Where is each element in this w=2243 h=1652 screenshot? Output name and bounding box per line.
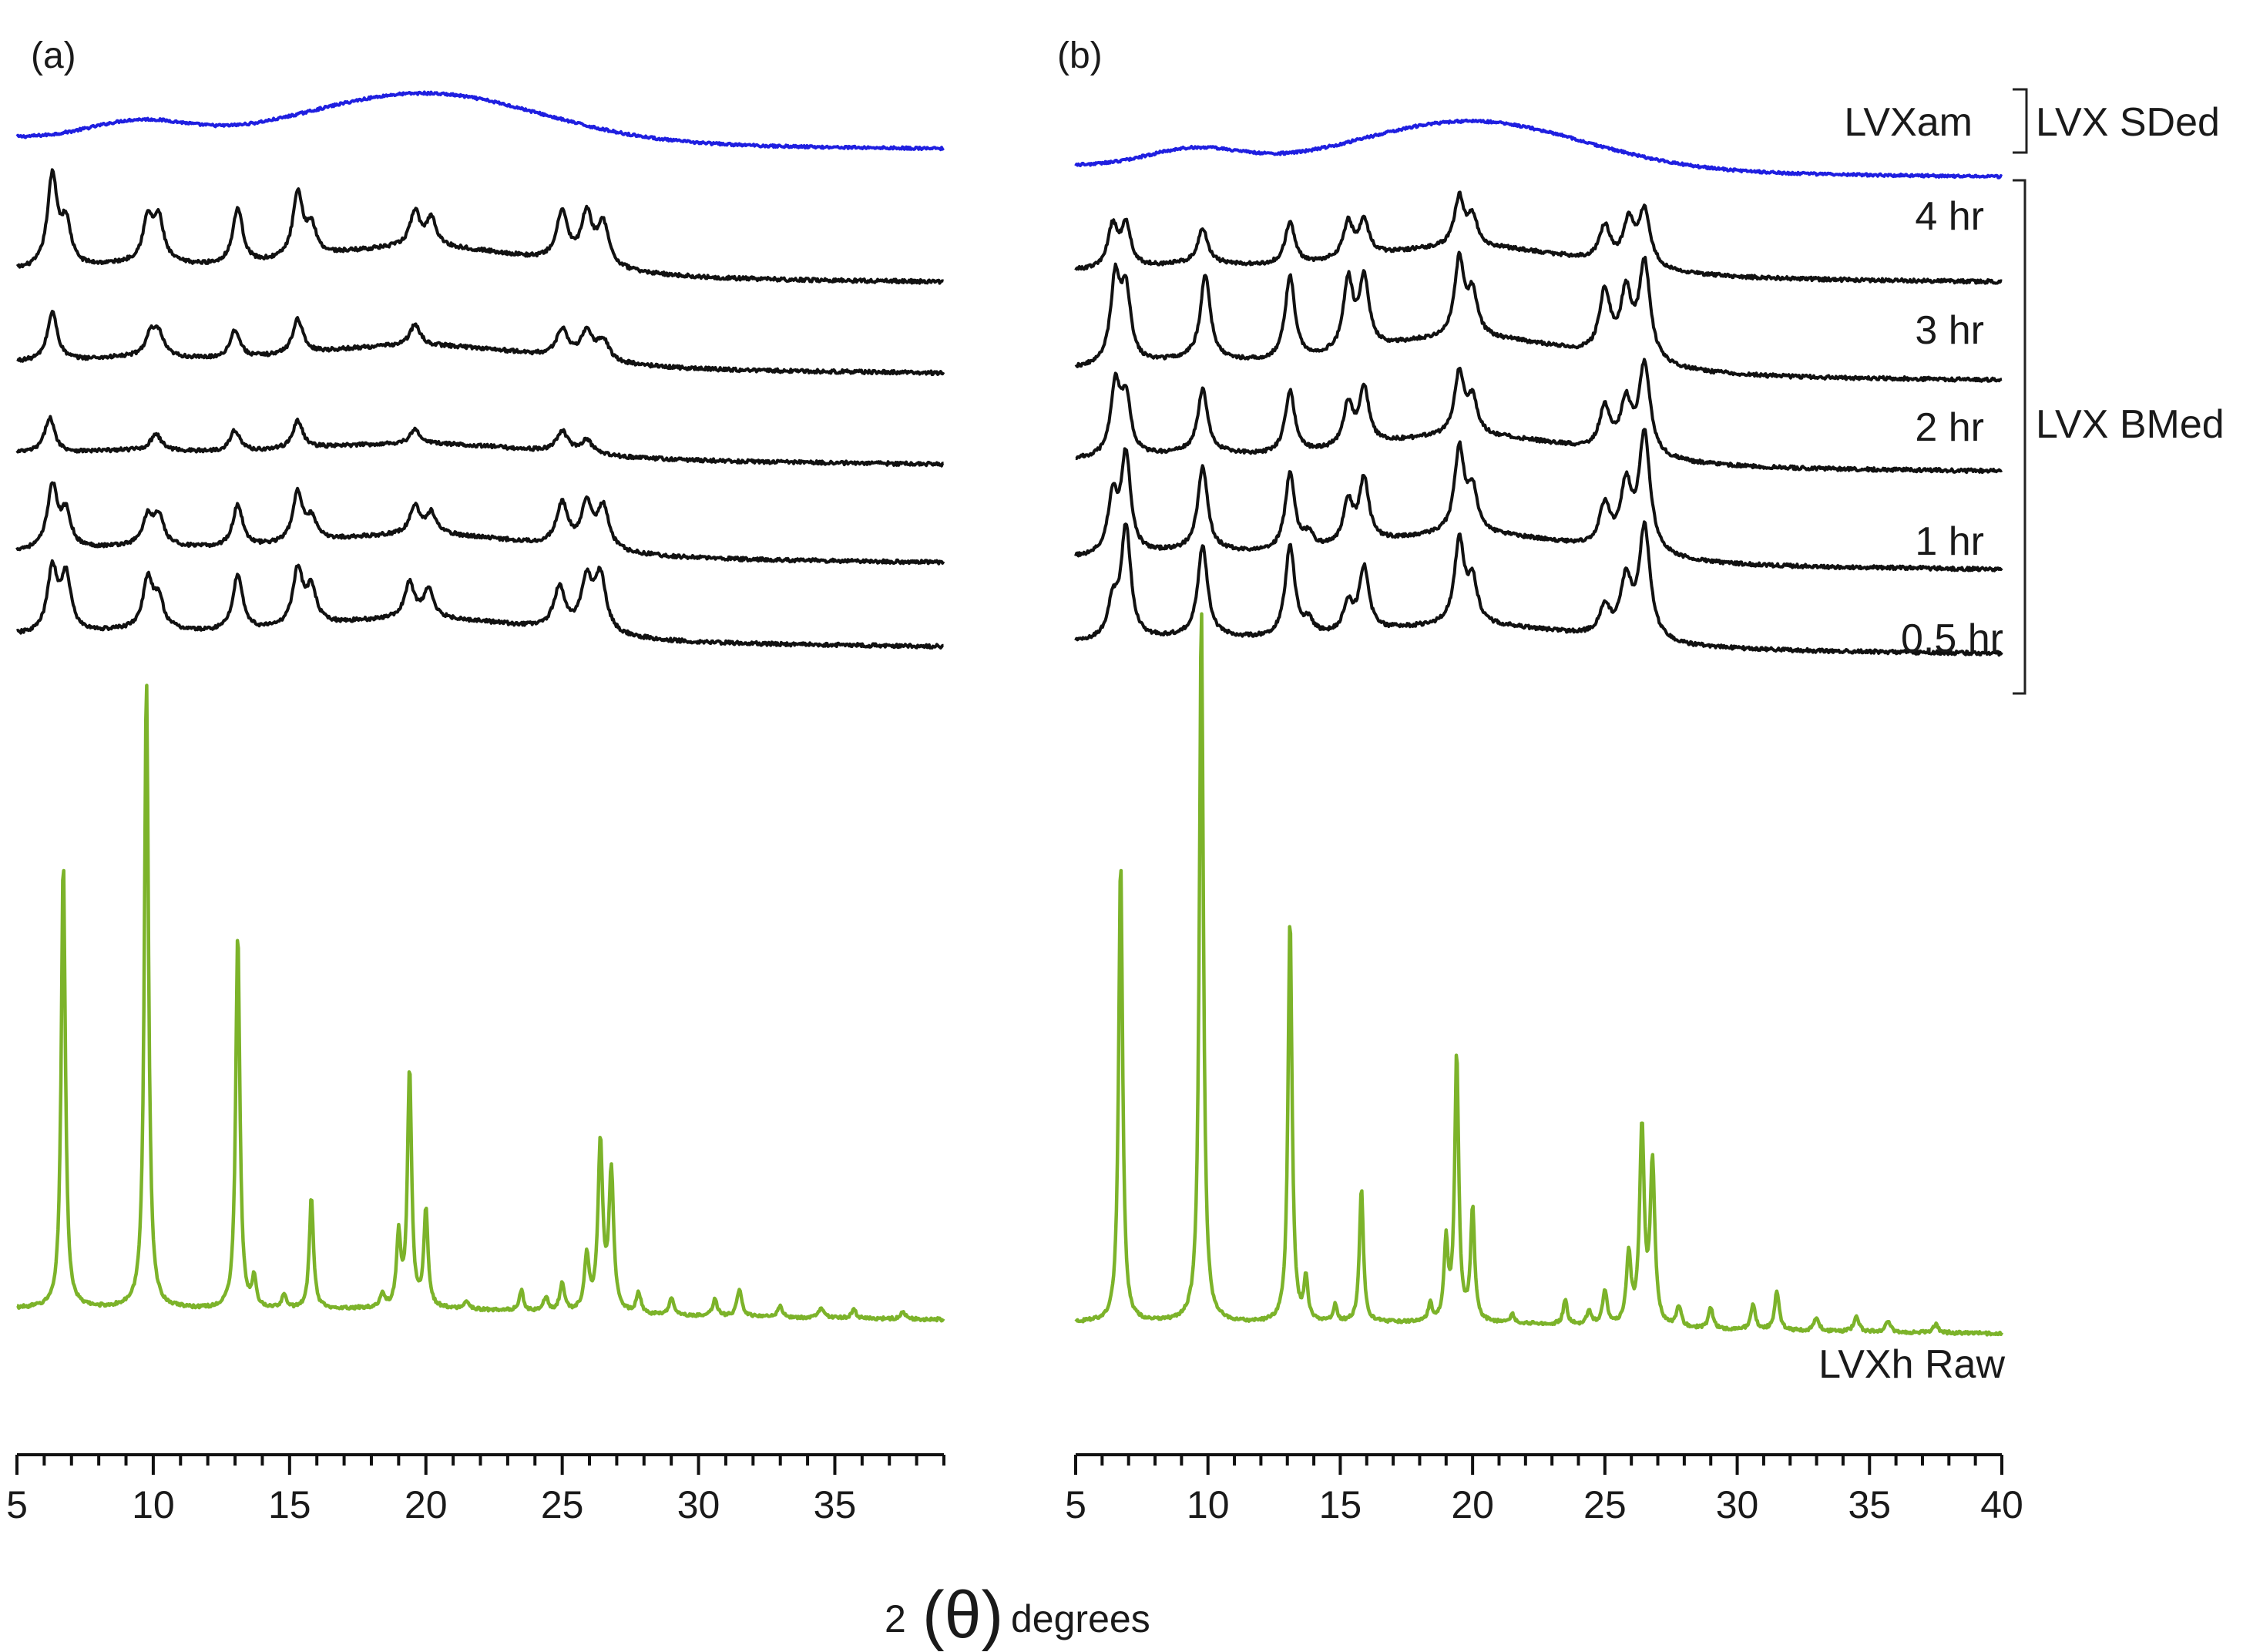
x-axis-title: 2 (θ) degrees: [885, 1578, 1150, 1652]
panel-a: (a) 5 10 15 20 25 30 35: [6, 35, 945, 1526]
x-tick-label-b: 15: [1319, 1483, 1362, 1526]
series-line-b-lvxh-raw: [1074, 612, 2004, 1337]
series-label-lvxh-raw: LVXh Raw: [1818, 1342, 2005, 1387]
series-line-b-1-hr: [1074, 428, 2003, 572]
series-line-b-3-hr: [1074, 250, 2003, 383]
series-label-0-5-hr: 0.5 hr: [1901, 616, 2003, 661]
series-line-a-3-hr: [16, 310, 945, 377]
x-tick-label-a: 35: [814, 1483, 857, 1526]
group-label-lvx-sded: LVX SDed: [2036, 100, 2220, 145]
panel-b: (b) 5 10 15 20 25 30 35 40 LVXam 4 hr 3 hr 2 hr 1 h…: [1057, 35, 2225, 1526]
panel-b-series-group: [1074, 118, 2004, 1337]
x-tick-label-b: 20: [1451, 1483, 1494, 1526]
panel-a-x-axis: 5 10 15 20 25 30 35: [6, 1453, 945, 1526]
series-label-1-hr: 1 hr: [1915, 519, 1984, 564]
series-line-b-4-hr: [1074, 190, 2003, 285]
series-line-a-0-5-hr: [15, 559, 945, 650]
series-label-lvxam: LVXam: [1844, 100, 1973, 145]
x-tick-label-a: 30: [677, 1483, 720, 1526]
x-tick-label-a: 15: [268, 1483, 311, 1526]
panel-a-series-group: [15, 90, 945, 1323]
panel-b-label: (b): [1057, 35, 1103, 76]
x-tick-label-b: 5: [1065, 1483, 1086, 1526]
group-label-lvx-bmed: LVX BMed: [2036, 402, 2225, 447]
series-line-b-lvxam: [1074, 118, 2003, 180]
x-tick-label-b: 25: [1583, 1483, 1627, 1526]
x-tick-label-b: 10: [1187, 1483, 1230, 1526]
bracket-sded: [2013, 88, 2028, 154]
series-line-a-lvxam: [15, 90, 945, 152]
series-line-a-2-hr: [15, 415, 945, 468]
series-label-3-hr: 3 hr: [1915, 308, 1984, 353]
series-label-4-hr: 4 hr: [1915, 194, 1984, 239]
x-tick-label-a: 25: [541, 1483, 584, 1526]
x-tick-label-b: 30: [1716, 1483, 1759, 1526]
series-line-b-0-5-hr: [1074, 520, 2003, 657]
x-axis-title-theta: (θ): [922, 1578, 1003, 1652]
x-tick-label-b: 35: [1848, 1483, 1891, 1526]
series-line-a-1-hr: [15, 481, 945, 566]
x-axis-title-suffix: degrees: [1011, 1597, 1150, 1640]
series-line-a-4-hr: [15, 168, 945, 285]
panel-b-annotations: LVXam 4 hr 3 hr 2 hr 1 hr 0.5 hr LVXh Raw LVX S…: [1818, 88, 2225, 1387]
series-line-a-lvxh-raw: [15, 683, 945, 1323]
x-tick-label-a: 5: [6, 1483, 28, 1526]
panel-b-x-axis: 5 10 15 20 25 30 35 40: [1065, 1453, 2023, 1526]
x-tick-label-a: 10: [132, 1483, 175, 1526]
panel-a-label: (a): [31, 35, 76, 76]
x-axis-title-prefix: 2: [885, 1597, 906, 1640]
series-line-b-2-hr: [1075, 358, 2003, 475]
x-tick-label-b: 40: [1980, 1483, 2023, 1526]
series-label-2-hr: 2 hr: [1915, 405, 1984, 450]
x-tick-label-a: 20: [405, 1483, 448, 1526]
bracket-bmed: [2013, 179, 2026, 695]
